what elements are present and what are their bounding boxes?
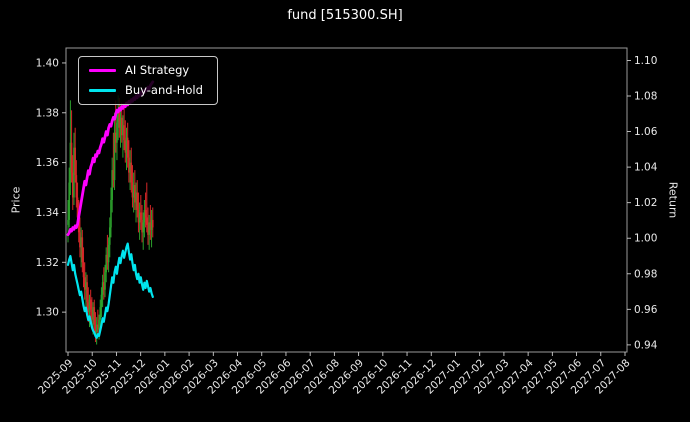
chart-title: fund [515300.SH] bbox=[287, 8, 403, 23]
buy-and-hold-line-swatch bbox=[89, 89, 116, 92]
legend-item-ai-strategy: AI Strategy bbox=[89, 64, 203, 77]
svg-text:1.06: 1.06 bbox=[634, 126, 658, 138]
svg-text:1.10: 1.10 bbox=[634, 55, 657, 67]
svg-text:1.04: 1.04 bbox=[634, 162, 658, 174]
return-axis-label: Return bbox=[666, 181, 680, 219]
legend-label: Buy-and-Hold bbox=[125, 83, 203, 97]
svg-text:1.36: 1.36 bbox=[36, 157, 60, 169]
legend-item-buy-and-hold: Buy-and-Hold bbox=[89, 84, 203, 97]
svg-text:0.94: 0.94 bbox=[634, 339, 658, 351]
svg-text:1.34: 1.34 bbox=[36, 207, 60, 219]
legend: AI Strategy Buy-and-Hold bbox=[78, 56, 218, 105]
legend-label: AI Strategy bbox=[125, 63, 190, 77]
svg-text:1.32: 1.32 bbox=[36, 257, 59, 269]
ai-strategy-line-swatch bbox=[89, 69, 116, 72]
y-axis-left: 1.30 1.32 1.34 1.36 1.38 1.40 bbox=[36, 57, 66, 319]
candlesticks bbox=[67, 95, 154, 345]
svg-text:1.40: 1.40 bbox=[36, 57, 59, 69]
buy-and-hold-line bbox=[66, 242, 154, 339]
svg-text:1.00: 1.00 bbox=[634, 233, 657, 245]
svg-text:1.38: 1.38 bbox=[36, 107, 59, 119]
svg-text:1.02: 1.02 bbox=[634, 197, 657, 209]
plot-frame bbox=[65, 47, 628, 353]
price-axis-label: Price bbox=[9, 186, 23, 214]
svg-text:0.96: 0.96 bbox=[634, 304, 658, 316]
x-axis: 2025-092025-102025-112025-122026-012026-… bbox=[36, 352, 633, 397]
svg-text:1.30: 1.30 bbox=[36, 307, 59, 319]
svg-text:0.98: 0.98 bbox=[634, 268, 657, 280]
svg-text:1.08: 1.08 bbox=[634, 91, 657, 103]
y-axis-right: 0.94 0.96 0.98 1.00 1.02 1.04 1.06 1.08 1.10 bbox=[627, 55, 658, 351]
